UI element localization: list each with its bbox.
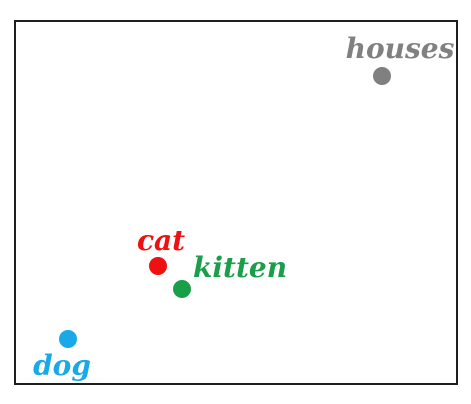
kitten-dot xyxy=(173,280,191,298)
dog-dot xyxy=(59,330,77,348)
houses-dot xyxy=(373,67,391,85)
cat-dot xyxy=(149,257,167,275)
word-point-houses: houses xyxy=(346,32,455,85)
houses-label: houses xyxy=(346,32,455,65)
dog-label: dog xyxy=(33,349,91,382)
word-point-cat: cat xyxy=(137,224,185,275)
kitten-label: kitten xyxy=(193,251,287,284)
cat-label: cat xyxy=(137,224,185,257)
word-point-kitten: kitten xyxy=(173,251,287,298)
word-point-dog: dog xyxy=(33,330,91,382)
